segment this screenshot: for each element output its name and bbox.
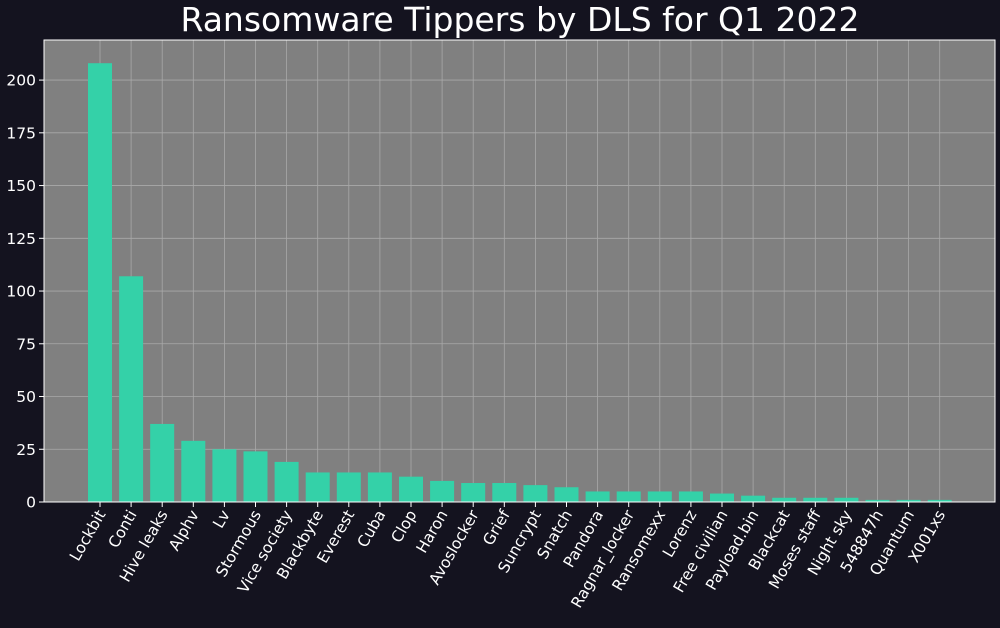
bar-hive-leaks — [150, 423, 175, 502]
gridlines — [44, 40, 995, 503]
bar-grief — [492, 483, 517, 502]
plot-area — [44, 40, 995, 502]
bar-pandora — [585, 491, 610, 502]
y-tick-label: 50 — [16, 388, 36, 406]
bar-moses-staff — [803, 497, 828, 502]
bar-avoslocker — [461, 483, 486, 502]
bar-free-civilian — [710, 493, 734, 502]
bar-alphv — [181, 440, 206, 502]
bar-snatch — [554, 487, 579, 502]
bar-lorenz — [678, 491, 703, 502]
chart-title: Ransomware Tippers by DLS for Q1 2022 — [181, 0, 860, 39]
x-tick-label: Clop — [388, 507, 421, 546]
bar-quantum — [896, 499, 921, 502]
x-tick-label: Lockbit — [66, 507, 109, 564]
bar-x001xs — [927, 499, 952, 502]
bar-blackbyte — [305, 472, 330, 502]
x-tick-label: Cuba — [354, 507, 390, 551]
bar-haron — [430, 480, 455, 502]
y-tick-label: 75 — [16, 335, 36, 353]
bar-conti — [119, 276, 144, 502]
bar-548847h — [865, 499, 890, 502]
bar-clop — [399, 476, 423, 502]
bar-stormous — [243, 451, 268, 502]
bar-lockbit — [88, 63, 112, 503]
x-tick-label: Alphv — [165, 507, 202, 554]
bar-cuba — [367, 472, 392, 502]
bar-ransomexx — [647, 491, 672, 502]
bar-vice-society — [274, 461, 299, 502]
y-tick-label: 0 — [26, 494, 36, 512]
y-tick-label: 150 — [6, 177, 36, 195]
y-tick-label: 100 — [6, 283, 36, 301]
y-tick-label: 25 — [16, 441, 36, 459]
y-tick-label: 200 — [6, 72, 36, 90]
bar-everest — [336, 472, 361, 502]
y-tick-label: 175 — [6, 124, 36, 142]
axes — [43, 39, 996, 503]
y-axis-ticks: 0 25 50 75 100 125 150 175 200 — [6, 72, 44, 512]
bar-suncrypt — [523, 485, 548, 502]
bar-ragnar-locker — [616, 491, 641, 502]
bars — [88, 63, 952, 503]
bar-night-sky — [834, 497, 859, 502]
bar-blackcat — [772, 497, 797, 502]
axes-frame — [43, 39, 996, 503]
bar-payload-bin — [741, 495, 766, 502]
bar-lv — [212, 449, 237, 502]
y-tick-label: 125 — [6, 230, 36, 248]
x-tick-label: Lv — [209, 507, 233, 531]
